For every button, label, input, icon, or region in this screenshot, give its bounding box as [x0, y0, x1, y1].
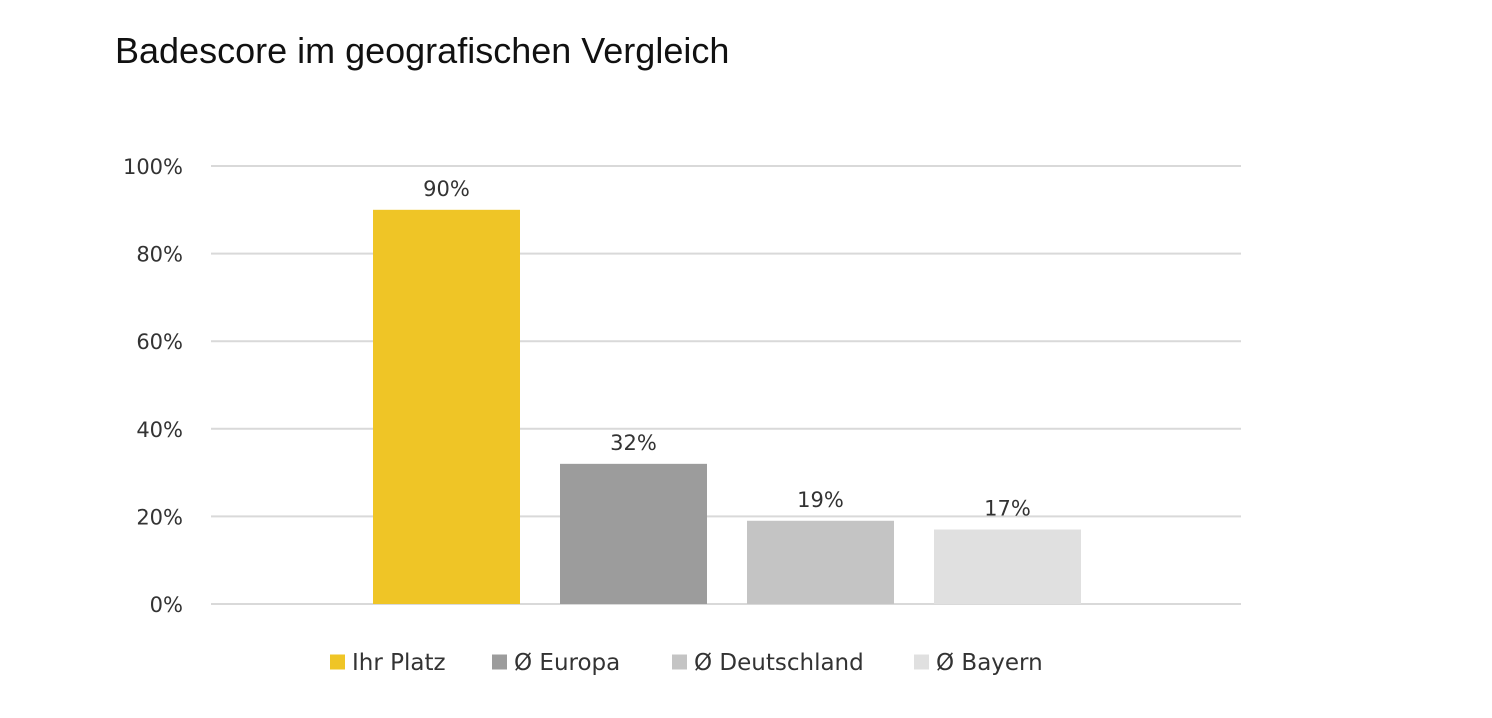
legend-label: Ø Bayern [936, 650, 1043, 676]
y-tick-label: 20% [136, 505, 183, 529]
data-labels: 90% 32% 19% 17% [423, 177, 1031, 521]
data-label: 32% [610, 431, 657, 455]
bar [747, 520, 894, 604]
bar [934, 529, 1081, 604]
data-label: 17% [984, 497, 1031, 521]
legend-label: Ø Europa [514, 650, 620, 676]
bar [560, 463, 707, 604]
data-label: 90% [423, 177, 470, 201]
y-tick-label: 40% [136, 418, 183, 442]
legend-swatch [330, 654, 345, 670]
legend-swatch [914, 654, 929, 670]
bars [373, 209, 1081, 605]
gridlines [211, 165, 1241, 605]
bar [373, 209, 520, 605]
legend-swatch [672, 654, 687, 670]
y-tick-label: 0% [150, 593, 183, 617]
y-tick-label: 100% [123, 155, 183, 179]
legend: Ihr Platz Ø Europa Ø Deutschland Ø Bayern [330, 650, 1043, 676]
legend-label: Ihr Platz [352, 650, 446, 676]
legend-swatch [492, 654, 507, 670]
data-label: 19% [797, 488, 844, 512]
y-tick-label: 80% [136, 243, 183, 267]
y-axis-ticks: 0% 20% 40% 60% 80% 100% [123, 155, 183, 617]
legend-label: Ø Deutschland [694, 650, 864, 676]
chart-title: Badescore im geografischen Vergleich [115, 30, 730, 71]
y-tick-label: 60% [136, 330, 183, 354]
